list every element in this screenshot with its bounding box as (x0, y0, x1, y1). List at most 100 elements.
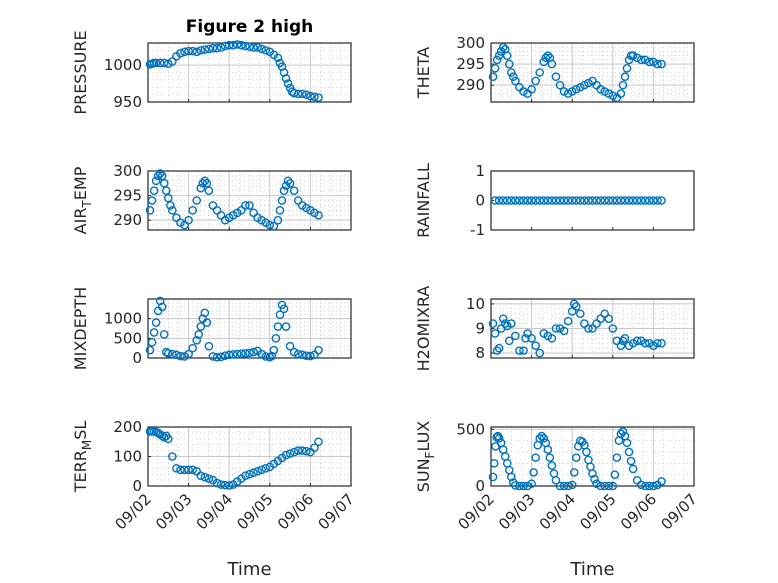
data-point (489, 459, 499, 468)
data-point (535, 434, 545, 443)
subplot-6: 8 9 10 H2OMIXRA (414, 286, 695, 371)
data-point (624, 196, 634, 205)
y-tick-label: 950 (113, 93, 142, 111)
data-point (657, 196, 666, 205)
data-point (261, 352, 271, 361)
data-point (628, 51, 638, 60)
data-point (509, 72, 518, 82)
data-point (163, 348, 173, 358)
data-point (636, 480, 646, 490)
data-point (249, 347, 258, 357)
data-point (155, 169, 165, 178)
data-point (277, 62, 287, 71)
y-tick-label: 300 (113, 162, 142, 180)
data-point (168, 57, 177, 66)
data-point (297, 446, 307, 455)
data-point (184, 46, 193, 56)
y-axis-label: AIRTEMP (71, 166, 94, 234)
data-point (600, 87, 609, 96)
data-point (145, 206, 155, 215)
data-point (537, 431, 547, 441)
data-point (500, 319, 510, 328)
y-tick-label: 1 (475, 162, 485, 180)
data-point (289, 347, 299, 357)
data-point (569, 468, 579, 477)
data-point (649, 196, 658, 205)
data-point (281, 322, 291, 331)
data-point (208, 352, 218, 361)
data-point (604, 481, 614, 491)
data-point (204, 341, 214, 351)
data-point (531, 76, 540, 86)
y-tick-label: 500 (456, 420, 485, 438)
data-point (535, 348, 545, 358)
data-point (640, 196, 650, 205)
data-point (257, 465, 266, 475)
data-point (220, 41, 230, 51)
data-point (539, 57, 549, 67)
data-point (224, 481, 234, 490)
data-point (653, 59, 662, 69)
data-point (547, 59, 557, 69)
data-point (640, 55, 650, 65)
data-point (168, 206, 177, 215)
data-point (547, 196, 557, 205)
y-tick-label: 290 (456, 76, 485, 94)
data-point (261, 46, 271, 55)
data-point (626, 456, 636, 466)
plot-area (148, 43, 351, 102)
data-point (302, 90, 311, 99)
data-point (253, 466, 262, 476)
data-point (306, 351, 315, 361)
data-point (571, 453, 581, 462)
x-tick-label: 09/05 (233, 490, 276, 533)
data-point (498, 42, 508, 52)
data-point (490, 329, 500, 338)
y-axis-label: THETA (414, 47, 433, 99)
y-tick-label: 0 (475, 192, 485, 210)
data-point (241, 41, 250, 51)
data-point (608, 481, 618, 491)
data-point (184, 465, 193, 475)
data-point (202, 318, 212, 327)
data-point (559, 87, 569, 96)
data-point (547, 461, 557, 470)
data-point (657, 338, 666, 348)
data-point (604, 89, 614, 98)
data-point (155, 58, 165, 68)
data-point (281, 450, 291, 460)
x-tick-label: 09/07 (658, 490, 701, 533)
axes-frame (147, 298, 352, 359)
data-point (527, 85, 536, 94)
data-point (511, 196, 520, 205)
data-point (496, 47, 506, 56)
data-point (281, 74, 291, 83)
data-point (172, 463, 181, 473)
subplot-4: -1 0 1 RAINFALL (414, 162, 695, 239)
data-point (192, 335, 202, 345)
data-point (506, 319, 516, 328)
data-point (289, 186, 299, 195)
data-point (253, 43, 262, 52)
data-point (580, 80, 589, 90)
data-point (490, 196, 500, 205)
x-tick-label: 09/03 (495, 490, 538, 533)
data-point (275, 206, 285, 215)
data-point (523, 196, 532, 205)
data-point (563, 316, 573, 326)
data-point (302, 446, 311, 456)
x-tick-label: 09/02 (112, 490, 155, 533)
data-point (283, 79, 293, 88)
data-point (543, 445, 553, 454)
data-point (588, 469, 597, 478)
data-point (636, 196, 646, 205)
y-tick-label: 8 (475, 344, 485, 362)
data-point (204, 186, 214, 195)
data-point (527, 334, 536, 343)
data-point (610, 470, 620, 479)
data-point (145, 345, 155, 355)
data-point (277, 196, 287, 205)
data-point (314, 93, 323, 102)
y-tick-label: 300 (456, 34, 485, 52)
data-point (620, 196, 630, 205)
